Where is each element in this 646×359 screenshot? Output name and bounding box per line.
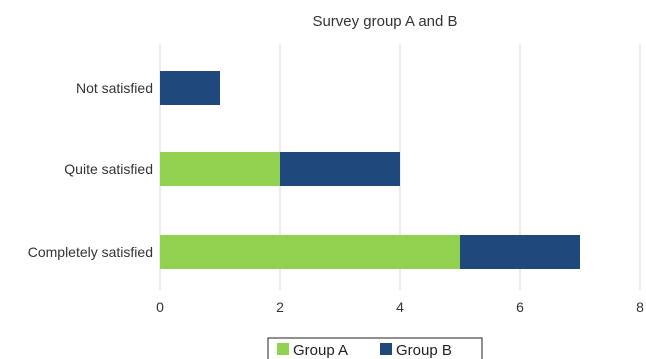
x-tick-label: 2	[276, 299, 284, 315]
chart-title: Survey group A and B	[312, 13, 457, 30]
bar-group-b	[280, 152, 400, 186]
bar-group-a	[160, 235, 460, 269]
axes: 0 2 4 6 8 Not satisfied Quite satisfied Complet…	[28, 80, 644, 315]
legend-label: Group A	[293, 342, 348, 359]
bar-group-b	[460, 235, 580, 269]
bar-group-a	[160, 152, 280, 186]
category-label: Quite satisfied	[64, 161, 153, 177]
category-label: Not satisfied	[76, 80, 153, 96]
x-tick-label: 6	[516, 299, 524, 315]
legend-swatch	[380, 343, 392, 355]
legend-label: Group B	[396, 342, 452, 359]
x-tick-label: 4	[396, 299, 404, 315]
bar-group-b	[160, 71, 220, 105]
x-tick-label: 8	[636, 299, 644, 315]
bars	[160, 71, 580, 269]
legend-swatch	[277, 343, 289, 355]
x-tick-label: 0	[156, 299, 164, 315]
category-label: Completely satisfied	[28, 244, 153, 260]
legend: Group A Group B	[268, 338, 482, 359]
